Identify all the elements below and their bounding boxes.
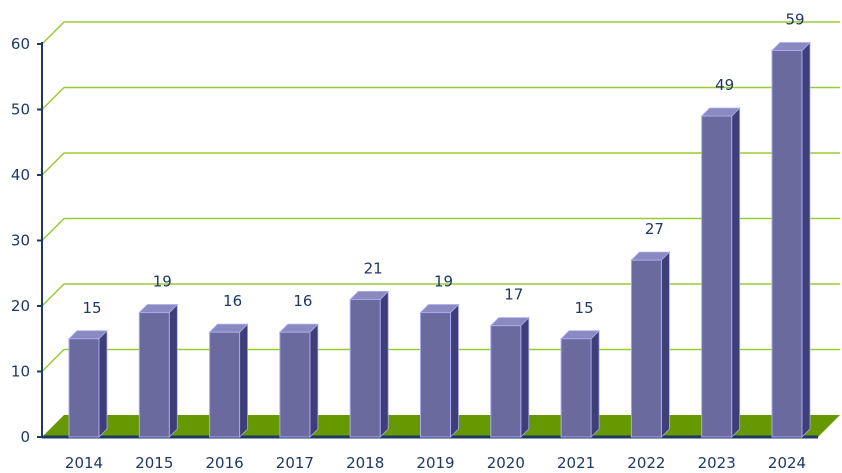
bar-2020	[489, 316, 530, 438]
y-tick-label: 30	[11, 232, 30, 250]
data-label: 19	[434, 273, 453, 291]
data-label: 49	[715, 76, 734, 94]
gridline	[41, 152, 840, 176]
x-tick-label: 2022	[627, 454, 665, 472]
bar-side	[731, 107, 741, 438]
x-tick-label: 2020	[487, 454, 525, 472]
y-tick-label: 10	[11, 363, 30, 381]
data-label: 19	[153, 273, 172, 291]
bar-front	[701, 115, 733, 438]
labels: 0 10 20 30 40 50 60 15 2014 19 2015 16 2016 16 2017 21 2…	[11, 11, 806, 472]
gridline	[41, 217, 840, 242]
x-tick-label: 2019	[416, 454, 454, 472]
gridline	[41, 283, 840, 307]
data-label: 59	[785, 11, 804, 29]
bar-side	[379, 290, 389, 438]
bar-front	[209, 331, 241, 438]
bar-front	[279, 331, 311, 438]
bar-2021	[560, 329, 601, 438]
y-tick-label: 60	[11, 35, 30, 53]
bar-2017	[278, 323, 319, 438]
bar-side	[98, 329, 108, 438]
bar-side	[661, 251, 670, 438]
x-tick-label: 2023	[698, 454, 736, 472]
bars	[68, 41, 811, 438]
data-label: 27	[645, 220, 664, 238]
data-label: 15	[575, 299, 594, 317]
data-label: 21	[364, 259, 383, 277]
gridline	[41, 86, 840, 111]
bar-front	[68, 338, 100, 438]
x-tick-label: 2015	[135, 454, 173, 472]
data-label: 17	[504, 286, 523, 304]
bar-2019	[419, 303, 460, 438]
bar-front	[630, 259, 662, 438]
x-tick-label: 2021	[557, 454, 595, 472]
bar-2014	[68, 329, 108, 438]
bar-2022	[630, 251, 671, 438]
x-tick-label: 2016	[206, 454, 244, 472]
bar-2023	[700, 107, 741, 438]
bar-side	[450, 303, 459, 438]
data-label: 16	[223, 292, 242, 310]
bar-side	[520, 316, 530, 438]
bar-front	[771, 50, 803, 438]
bar-side	[590, 329, 600, 438]
y-tick-label: 20	[11, 297, 30, 315]
x-tick-label: 2017	[276, 454, 314, 472]
x-tick-label: 2024	[768, 454, 806, 472]
bar-front	[560, 338, 592, 438]
data-label: 16	[293, 292, 312, 310]
bar-2018	[349, 290, 390, 438]
bar-front	[138, 312, 170, 438]
bar-side	[801, 41, 811, 438]
y-tick-label: 40	[11, 166, 30, 184]
bar-front	[490, 325, 522, 438]
y-tick-label: 50	[11, 101, 30, 119]
bar-side	[168, 303, 178, 438]
data-label: 15	[82, 299, 101, 317]
bar-side	[239, 323, 249, 438]
bar-2015	[138, 303, 179, 438]
bar-front	[349, 298, 381, 438]
x-tick-label: 2014	[65, 454, 103, 472]
bar-front	[420, 312, 451, 438]
bar-2024	[771, 41, 811, 438]
x-tick-label: 2018	[346, 454, 384, 472]
gridline	[41, 21, 840, 45]
bar-2016	[208, 323, 249, 438]
y-tick-label: 0	[20, 428, 30, 446]
bar-side	[309, 323, 319, 438]
